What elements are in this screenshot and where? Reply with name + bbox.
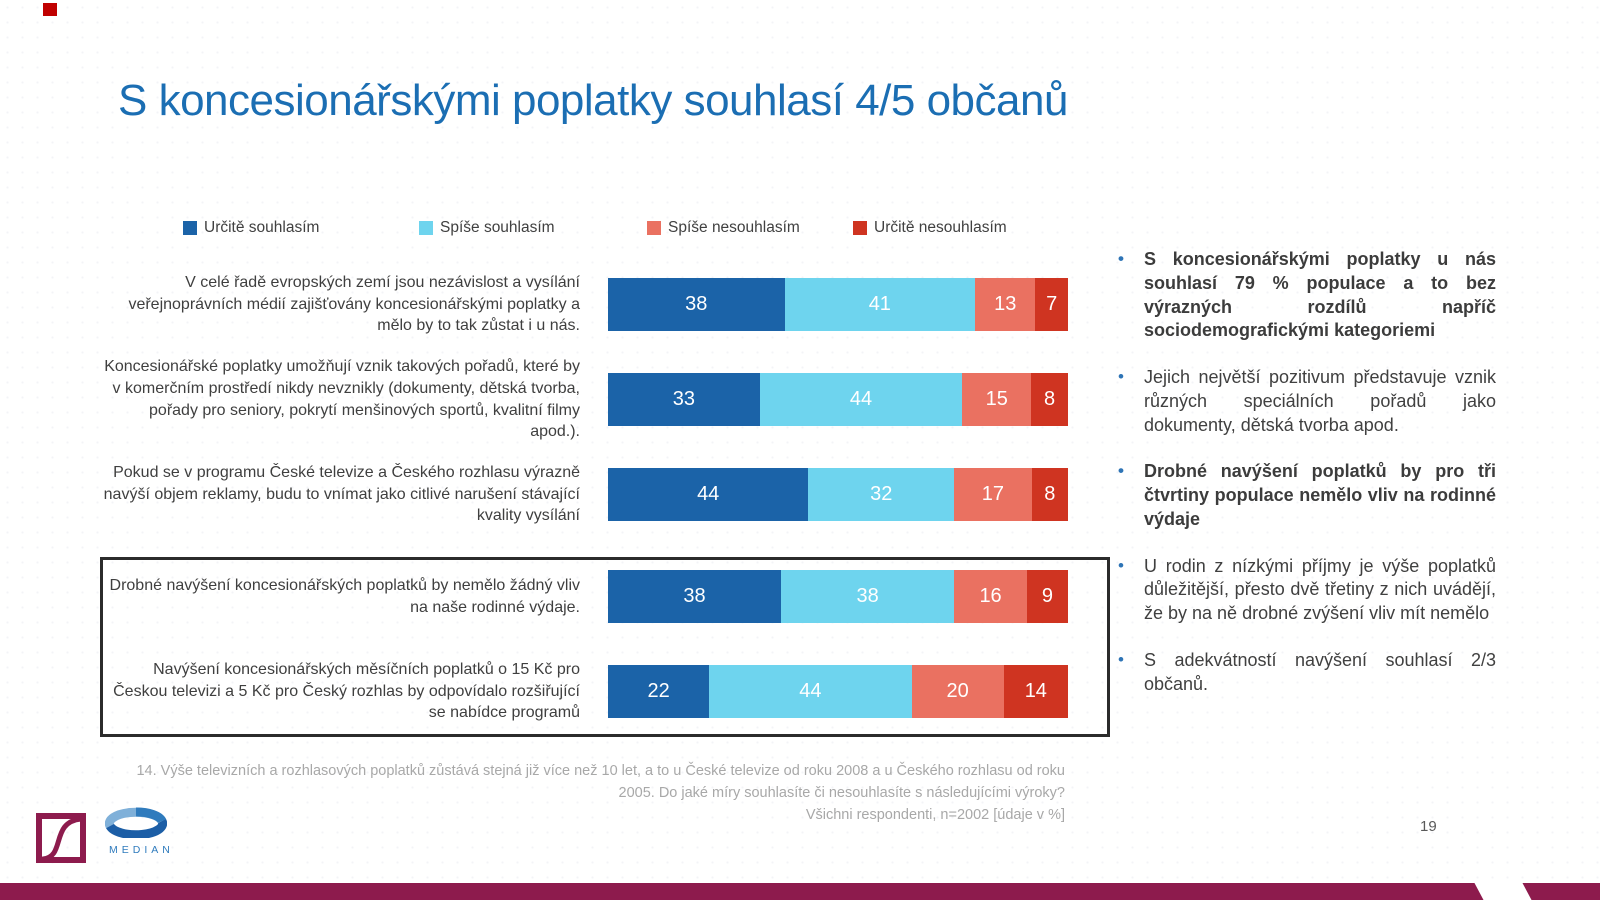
legend-item: Spíše souhlasím: [419, 219, 555, 237]
bar-value: 38: [856, 585, 879, 607]
row-label: Drobné navýšení koncesionářských poplatk…: [109, 576, 580, 616]
bar-segment: 15: [962, 373, 1032, 426]
stacked-bar: 33 44 15 8: [608, 373, 1068, 426]
legend-item: Určitě nesouhlasím: [853, 219, 1007, 237]
chart-row: Drobné navýšení koncesionářských poplatk…: [100, 570, 1068, 623]
footnote-line: 2005. Do jaké míry souhlasíte či nesouhl…: [618, 784, 1066, 801]
bar-segment: 44: [759, 373, 963, 426]
legend-swatch-icon: [183, 221, 197, 235]
stacked-bar: 22 44 20 14: [608, 665, 1069, 718]
bar-segment: 38: [608, 278, 785, 331]
insight-bullet: • Drobné navýšení poplatků by pro tři čt…: [1108, 460, 1496, 531]
bar-value: 15: [985, 388, 1008, 410]
insight-text: U rodin z nízkými příjmy je výše poplatk…: [1144, 555, 1496, 624]
legend-swatch-icon: [419, 221, 433, 235]
chart-row: Koncesionářské poplatky umožňují vznik t…: [100, 358, 1068, 440]
footnote: 14. Výše televizních a rozhlasových popl…: [100, 761, 1065, 826]
bullet-dot-icon: •: [1118, 461, 1124, 481]
row-label: Pokud se v programu České televize a Čes…: [103, 464, 580, 525]
bar-value: 9: [1041, 585, 1054, 607]
highlight-box: [100, 557, 1110, 737]
legend-item: Určitě souhlasím: [183, 219, 319, 237]
row-label: Koncesionářské poplatky umožňují vznik t…: [104, 358, 580, 441]
bar-value: 8: [1044, 388, 1056, 410]
insight-bullet: • Jejich největší pozitivum představuje …: [1108, 366, 1496, 437]
bar-segment: 17: [954, 468, 1032, 521]
bar-segment: 22: [608, 665, 710, 718]
bar-segment: 9: [1027, 570, 1068, 623]
insight-text: S adekvátností navýšení souhlasí 2/3 obč…: [1144, 649, 1496, 694]
sigmoid-logo-icon: [36, 813, 86, 863]
bar-value: 38: [683, 585, 706, 607]
bar-segment: 33: [608, 373, 760, 426]
bar-segment: 13: [975, 278, 1036, 331]
bar-value: 32: [870, 483, 893, 505]
legend-swatch-icon: [647, 221, 661, 235]
median-logo: MEDIAN: [104, 806, 185, 856]
bottom-bar-slash: [1474, 883, 1532, 900]
median-ribbon-icon: [104, 807, 168, 840]
bar-segment: 20: [911, 665, 1004, 718]
bar-segment: 44: [709, 665, 912, 718]
bar-value: 20: [946, 680, 969, 702]
legend-label: Určitě nesouhlasím: [874, 219, 1007, 236]
stacked-bar: 38 38 16 9: [608, 570, 1068, 623]
insight-text: S koncesionářskými poplatky u nás souhla…: [1144, 249, 1496, 341]
bar-segment: 44: [608, 468, 809, 521]
bar-value: 17: [981, 483, 1004, 505]
footnote-line: 14. Výše televizních a rozhlasových popl…: [136, 763, 1065, 779]
legend-label: Spíše nesouhlasím: [668, 219, 800, 236]
bar-value: 14: [1024, 680, 1047, 702]
bar-value: 44: [697, 483, 720, 505]
insights-panel: • S koncesionářskými poplatky u nás souh…: [1108, 248, 1496, 719]
chart-row: V celé řadě evropských zemí jsou nezávis…: [100, 274, 1068, 334]
page-title: S koncesionářskými poplatky souhlasí 4/5…: [118, 76, 1068, 125]
bar-value: 16: [979, 585, 1002, 607]
legend-swatch-icon: [853, 221, 867, 235]
bar-segment: 14: [1003, 665, 1069, 718]
bar-segment: 16: [954, 570, 1027, 623]
row-label: Navýšení koncesionářských měsíčních popl…: [113, 661, 580, 722]
bar-value: 38: [685, 293, 708, 315]
bullet-dot-icon: •: [1118, 649, 1124, 669]
bar-value: 13: [994, 293, 1017, 315]
bar-value: 8: [1044, 483, 1056, 505]
bullet-dot-icon: •: [1118, 367, 1124, 386]
bar-segment: 8: [1031, 468, 1068, 521]
insight-bullet: • S koncesionářskými poplatky u nás souh…: [1108, 248, 1496, 343]
row-label: V celé řadě evropských zemí jsou nezávis…: [128, 274, 580, 335]
insight-bullet: • S adekvátností navýšení souhlasí 2/3 o…: [1108, 649, 1496, 697]
chart-row: Navýšení koncesionářských měsíčních popl…: [100, 661, 1069, 721]
page-number: 19: [1420, 818, 1437, 835]
footnote-line: Všichni respondenti, n=2002 [údaje v %]: [805, 806, 1065, 823]
bar-value: 22: [647, 680, 670, 702]
bar-value: 33: [672, 388, 696, 410]
bar-segment: 7: [1035, 278, 1068, 331]
bullet-dot-icon: •: [1118, 249, 1124, 268]
insight-bullet: • U rodin z nízkými příjmy je výše popla…: [1108, 555, 1496, 626]
bar-value: 44: [799, 680, 822, 702]
insight-text: Drobné navýšení poplatků by pro tři čtvr…: [1144, 461, 1496, 529]
bullet-dot-icon: •: [1118, 555, 1124, 575]
corner-mark: [43, 3, 57, 16]
legend-label: Spíše souhlasím: [440, 219, 555, 236]
bar-value: 7: [1046, 293, 1058, 315]
bar-segment: 32: [808, 468, 955, 521]
bar-segment: 38: [781, 570, 955, 623]
bar-segment: 41: [784, 278, 976, 331]
legend-item: Spíše nesouhlasím: [647, 219, 800, 237]
stacked-bar: 38 41 13 7: [608, 278, 1068, 331]
stacked-bar: 44 32 17 8: [608, 468, 1068, 521]
bar-segment: 38: [608, 570, 782, 623]
median-logo-label: MEDIAN: [109, 844, 174, 856]
bar-value: 44: [849, 388, 873, 410]
bar-value: 41: [868, 293, 891, 315]
insight-text: Jejich největší pozitivum představuje vz…: [1144, 367, 1496, 435]
bottom-accent-bar: [0, 883, 1600, 900]
legend-label: Určitě souhlasím: [204, 219, 320, 236]
bar-segment: 8: [1031, 373, 1068, 426]
chart-legend: Určitě souhlasím Spíše souhlasím Spíše n…: [0, 219, 1100, 243]
chart-row: Pokud se v programu České televize a Čes…: [100, 464, 1068, 524]
